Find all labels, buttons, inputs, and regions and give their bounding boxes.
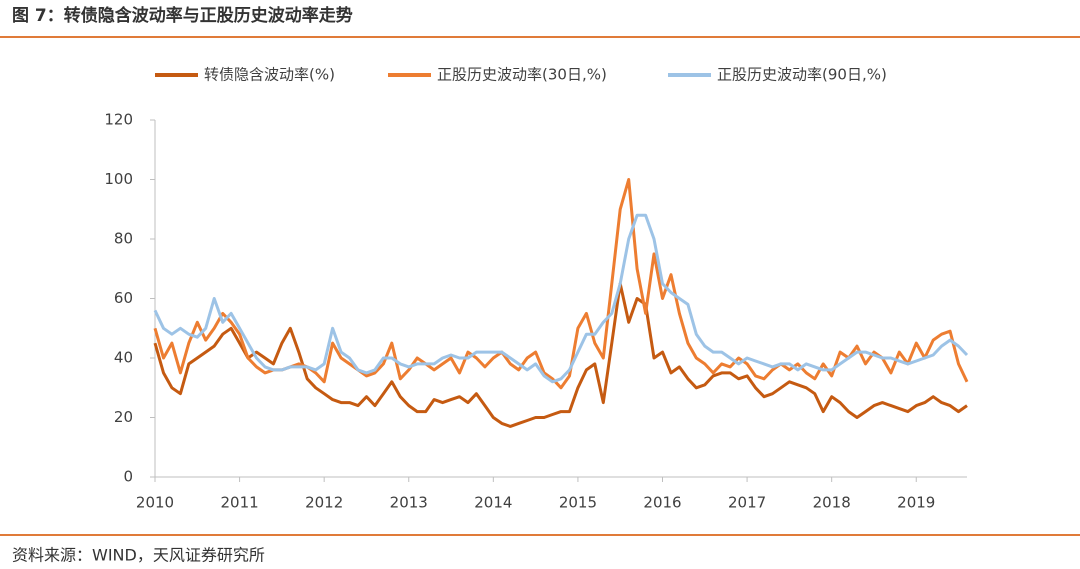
x-tick-label: 2019 xyxy=(897,494,935,512)
legend-label: 正股历史波动率(30日,%) xyxy=(437,66,607,84)
y-tick-label: 20 xyxy=(114,408,133,426)
legend-label: 转债隐含波动率(%) xyxy=(204,66,335,84)
series-line xyxy=(153,282,968,428)
x-tick-label: 2015 xyxy=(559,494,597,512)
x-tick-label: 2016 xyxy=(643,494,681,512)
y-tick-label: 60 xyxy=(114,289,133,307)
y-tick-label: 100 xyxy=(104,170,133,188)
x-tick-label: 2014 xyxy=(474,494,512,512)
x-tick-label: 2017 xyxy=(728,494,766,512)
x-tick-label: 2010 xyxy=(136,494,174,512)
y-tick-label: 40 xyxy=(114,349,133,367)
chart-title: 图 7：转债隐含波动率与正股历史波动率走势 xyxy=(12,5,353,26)
x-tick-label: 2011 xyxy=(220,494,258,512)
y-tick-label: 80 xyxy=(114,230,133,248)
x-tick-label: 2013 xyxy=(390,494,428,512)
x-tick-label: 2018 xyxy=(813,494,851,512)
x-tick-label: 2012 xyxy=(305,494,343,512)
y-tick-label: 120 xyxy=(104,111,133,129)
source-note: 资料来源：WIND，天风证券研究所 xyxy=(12,546,265,565)
y-tick-label: 0 xyxy=(123,468,133,486)
series-line xyxy=(153,213,969,384)
legend-label: 正股历史波动率(90日,%) xyxy=(717,66,887,84)
